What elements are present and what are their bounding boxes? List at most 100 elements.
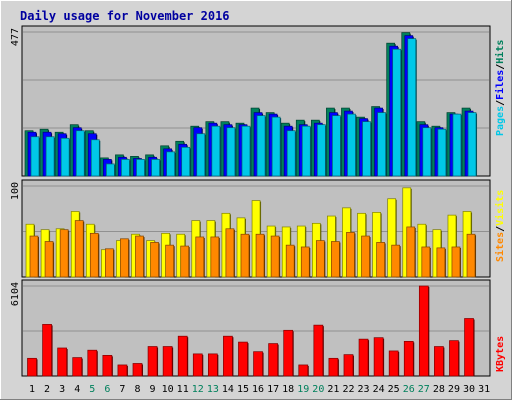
- x-tick-label: 11: [177, 384, 189, 395]
- x-tick-label: 21: [327, 384, 339, 395]
- legend-text: Pages/Files/Hits: [494, 40, 506, 136]
- pages-bar: [226, 127, 236, 177]
- pages-bar: [256, 115, 266, 177]
- legend-entry-files: Files: [494, 70, 506, 100]
- legend-kbytes: KBytes: [495, 336, 506, 372]
- x-tick-label: 24: [373, 384, 385, 395]
- pages-bar: [121, 159, 130, 177]
- legend-entry-hits: Hits: [494, 40, 506, 64]
- sites-bar: [436, 247, 446, 278]
- x-tick-label: 13: [207, 384, 219, 395]
- kbytes-bar: [464, 318, 474, 377]
- legend-text: KBytes: [495, 336, 506, 372]
- kbytes-bar: [57, 347, 67, 377]
- kbytes-bar: [343, 354, 354, 377]
- kbytes-bar: [87, 349, 98, 377]
- sites-bar: [150, 242, 159, 278]
- kbytes-bar: [418, 285, 429, 377]
- pages-bar: [286, 130, 296, 177]
- kbytes-bar: [358, 338, 369, 377]
- pages-bar: [377, 112, 386, 177]
- x-tick-label: 3: [59, 384, 65, 395]
- sites-bar: [285, 244, 295, 278]
- pages-bar: [181, 146, 191, 177]
- sites-bar: [421, 246, 431, 278]
- kbytes-bar: [434, 346, 444, 377]
- kbytes-bar: [177, 335, 188, 377]
- kbytes-bar: [313, 324, 324, 377]
- gridlines-kbytes: [23, 285, 489, 332]
- pages-bar: [452, 113, 462, 177]
- x-tick-label: 8: [134, 384, 140, 395]
- pages-bar: [362, 121, 371, 177]
- panel-visits-sites: 100: [10, 179, 491, 278]
- panel-hits-files-pages: 477: [10, 25, 491, 177]
- kbytes-bar: [238, 341, 248, 377]
- x-tick-label: 25: [388, 384, 400, 395]
- legend-text: Sites/Visits: [494, 190, 506, 262]
- kbytes-bar: [223, 335, 233, 377]
- sites-bar: [104, 248, 114, 278]
- panel-kbytes: 6104: [10, 279, 491, 377]
- sites-bar: [406, 226, 416, 278]
- x-tick-label: 4: [74, 384, 80, 395]
- pages-bar: [316, 124, 326, 177]
- sites-bar: [29, 235, 39, 278]
- sites-bar: [270, 235, 280, 278]
- kbytes-bar: [162, 346, 173, 377]
- sites-bar: [331, 241, 340, 278]
- sites-bar: [466, 233, 476, 278]
- sites-bar: [210, 236, 220, 278]
- kbytes-bar: [403, 341, 414, 377]
- x-tick-label: 15: [237, 384, 249, 395]
- kbytes-bar: [72, 357, 83, 377]
- kbytes-bar: [117, 364, 128, 377]
- kbytes-bar: [283, 329, 294, 377]
- kbytes-bar: [42, 324, 52, 377]
- chart-title: Daily usage for November 2016: [20, 9, 230, 23]
- kbytes-bar: [298, 364, 309, 377]
- pages-bar: [241, 125, 251, 177]
- x-tick-label: 18: [282, 384, 294, 395]
- x-tick-label: 26: [403, 384, 415, 395]
- bars-kbytes: [27, 285, 475, 377]
- sites-bar: [391, 244, 401, 278]
- kbytes-bar: [207, 353, 218, 377]
- pages-bar: [151, 159, 160, 177]
- pages-bar: [196, 133, 206, 177]
- pages-bar: [105, 163, 115, 177]
- x-axis-day-labels: 1 2 3 4 5 6 7 8 9 10 11 12 13 14 15 16 17 18 19 20 21 22 23 24 2…: [29, 384, 490, 395]
- pages-bar: [45, 136, 55, 177]
- x-tick-label: 12: [192, 384, 204, 395]
- x-tick-label: 17: [267, 384, 279, 395]
- x-tick-label: 27: [418, 384, 430, 395]
- sites-bar: [165, 244, 174, 278]
- pages-bar: [407, 38, 417, 177]
- pages-bar: [332, 115, 341, 177]
- ymax-label-hits: 477: [10, 28, 21, 46]
- bars-visits-sites: [25, 187, 477, 278]
- x-tick-label: 23: [358, 384, 370, 395]
- x-tick-label: 16: [252, 384, 264, 395]
- pages-bar: [437, 128, 447, 177]
- sites-bar: [44, 241, 54, 278]
- kbytes-bar: [373, 337, 384, 377]
- kbytes-bar: [102, 355, 113, 377]
- sites-bar: [59, 229, 69, 278]
- x-tick-label: 30: [463, 384, 475, 395]
- legend-separator: /: [495, 226, 506, 232]
- pages-bar: [392, 48, 402, 177]
- pages-bar: [75, 130, 85, 177]
- pages-bar: [166, 151, 175, 177]
- ymax-label-visits: 100: [10, 182, 21, 200]
- kbytes-bar: [132, 363, 143, 377]
- x-tick-label: 28: [433, 384, 445, 395]
- kbytes-bar: [147, 346, 158, 377]
- x-tick-label: 19: [297, 384, 309, 395]
- kbytes-bar: [27, 357, 37, 377]
- legend-entry-kbytes: KBytes: [495, 336, 506, 372]
- bars-hits-files-pages: [24, 32, 478, 177]
- pages-bar: [422, 127, 432, 177]
- sites-bar: [180, 245, 190, 278]
- sites-bar: [346, 232, 355, 278]
